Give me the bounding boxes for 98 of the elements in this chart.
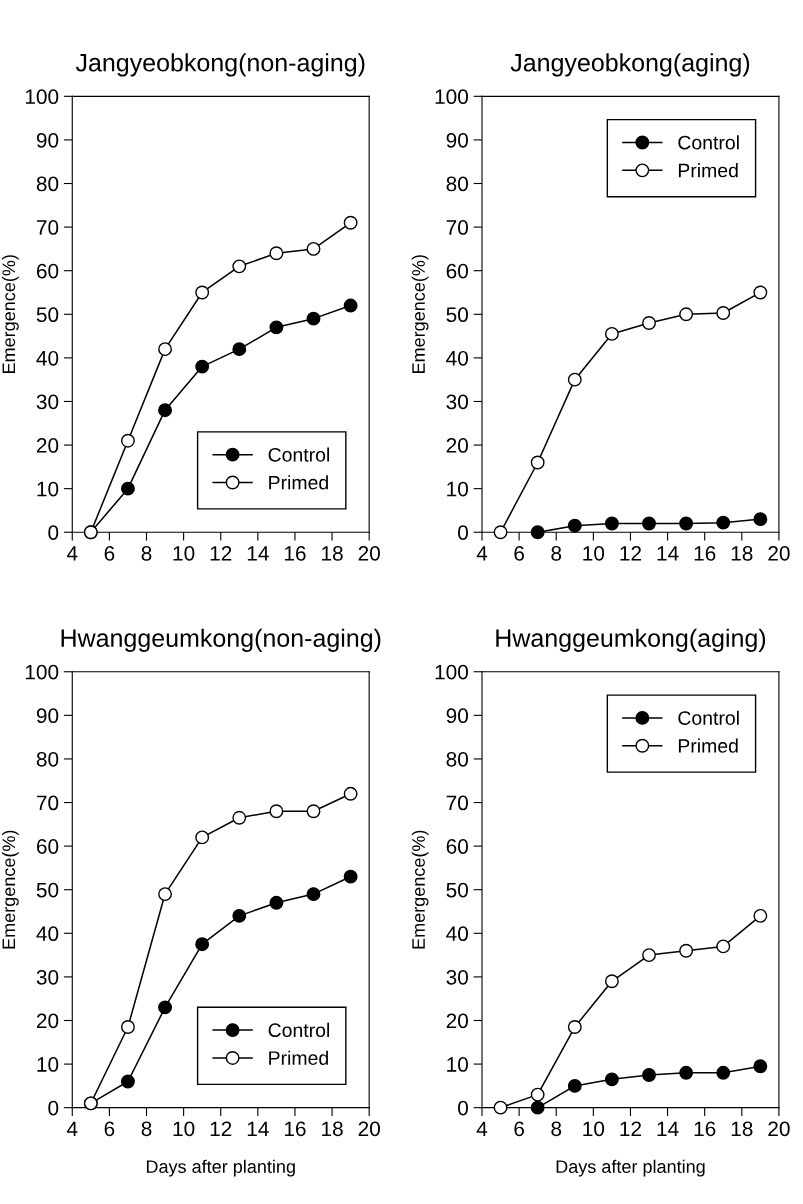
x-tick-label: 12	[210, 1121, 232, 1136]
legend-label: Control	[678, 135, 739, 150]
y-tick-label: 60	[36, 839, 59, 854]
x-tick-label: 6	[104, 1121, 115, 1137]
x-tick-label: 4	[66, 546, 78, 561]
y-tick-label: 80	[446, 751, 468, 767]
y-tick-label: 10	[37, 1057, 59, 1072]
y-tick-label: 20	[446, 1013, 468, 1029]
y-tick-label: 30	[446, 394, 468, 410]
y-tick-label: 60	[446, 839, 468, 854]
chart-title: Hwanggeumkong(non-aging)	[61, 628, 381, 652]
x-tick-label: 20	[358, 1121, 380, 1137]
x-tick-label: 14	[657, 546, 679, 561]
chart-title: Jangyeobkong(aging)	[510, 53, 750, 77]
y-tick-label: 0	[458, 525, 468, 540]
x-tick-label: 12	[620, 546, 641, 561]
x-tick-label: 4	[476, 546, 488, 561]
y-tick-label: 100	[25, 89, 59, 105]
y-tick-label: 20	[36, 1013, 59, 1029]
y-tick-label: 0	[458, 1100, 468, 1116]
y-tick-label: 10	[447, 481, 468, 497]
y-tick-label: 60	[36, 263, 59, 279]
legend-label: Control	[678, 710, 739, 725]
y-tick-label: 10	[447, 1057, 468, 1072]
x-tick-label: 16	[284, 546, 306, 561]
legend-label: Primed	[678, 163, 738, 178]
y-tick-label: 90	[446, 132, 468, 148]
x-tick-label: 20	[358, 546, 380, 561]
x-axis-title: Days after planting	[556, 1159, 705, 1177]
x-tick-label: 6	[514, 546, 524, 561]
y-tick-label: 40	[446, 350, 468, 366]
x-tick-label: 6	[104, 546, 115, 561]
x-tick-label: 4	[476, 1121, 488, 1136]
y-tick-label: 50	[446, 882, 468, 898]
y-tick-label: 40	[36, 926, 59, 942]
chart-title: Hwanggeumkong(aging)	[496, 628, 766, 652]
y-tick-label: 50	[36, 882, 59, 898]
legend-label: Control	[268, 1022, 329, 1038]
x-tick-label: 18	[731, 546, 753, 561]
x-tick-label: 8	[551, 1121, 562, 1137]
x-tick-label: 14	[247, 546, 269, 561]
y-tick-label: 70	[446, 220, 468, 235]
y-tick-label: 40	[36, 350, 59, 366]
x-tick-label: 10	[583, 1121, 605, 1137]
y-tick-label: 70	[36, 220, 59, 235]
y-tick-label: 20	[446, 438, 468, 453]
legend-label: Primed	[269, 475, 328, 490]
x-tick-label: 8	[141, 546, 152, 561]
x-axis-title: Days after planting	[146, 1159, 295, 1177]
y-tick-label: 70	[446, 795, 468, 811]
y-tick-label: 30	[36, 969, 59, 985]
y-tick-label: 50	[446, 307, 468, 323]
y-tick-label: 20	[36, 438, 59, 453]
y-axis-title: Emergence(%)	[411, 255, 429, 374]
y-tick-label: 0	[48, 1100, 59, 1116]
y-tick-label: 50	[36, 307, 59, 323]
x-tick-label: 18	[322, 1121, 343, 1137]
x-tick-label: 8	[141, 1121, 152, 1137]
legend-label: Control	[268, 447, 329, 462]
legend-label: Primed	[678, 738, 738, 753]
y-axis-title: Emergence(%)	[1, 830, 19, 949]
y-tick-label: 100	[435, 664, 468, 680]
y-tick-label: 80	[36, 751, 59, 767]
x-tick-label: 12	[620, 1121, 641, 1136]
y-tick-label: 10	[37, 481, 59, 497]
y-tick-label: 60	[446, 263, 468, 279]
x-tick-label: 10	[173, 546, 195, 561]
y-tick-label: 90	[36, 132, 59, 148]
y-axis-title: Emergence(%)	[1, 255, 19, 374]
x-tick-label: 6	[514, 1121, 524, 1137]
legend-label: Primed	[269, 1050, 328, 1065]
x-tick-label: 18	[731, 1121, 753, 1137]
y-tick-label: 70	[36, 795, 59, 811]
y-tick-label: 0	[48, 525, 59, 540]
x-tick-label: 16	[694, 1121, 716, 1137]
y-tick-label: 100	[435, 89, 468, 105]
x-tick-label: 18	[322, 546, 343, 561]
y-tick-label: 80	[446, 176, 468, 192]
x-tick-label: 14	[657, 1121, 679, 1136]
x-tick-label: 10	[583, 546, 605, 561]
x-tick-label: 10	[173, 1121, 195, 1137]
x-tick-label: 20	[768, 1121, 790, 1137]
x-tick-label: 4	[66, 1121, 78, 1136]
y-tick-label: 30	[36, 394, 59, 410]
y-tick-label: 80	[36, 176, 59, 192]
x-tick-label: 14	[247, 1121, 269, 1136]
y-tick-label: 100	[25, 664, 59, 680]
x-tick-label: 16	[284, 1121, 306, 1137]
x-tick-label: 16	[694, 546, 716, 561]
y-tick-label: 30	[446, 969, 468, 985]
y-tick-label: 90	[446, 708, 468, 724]
y-tick-label: 40	[446, 926, 468, 942]
y-axis-title: Emergence(%)	[411, 830, 429, 949]
x-tick-label: 20	[768, 546, 790, 561]
chart-title: Jangyeobkong(non-aging)	[75, 53, 365, 77]
x-tick-label: 12	[210, 546, 232, 561]
x-tick-label: 8	[551, 546, 562, 561]
y-tick-label: 90	[36, 708, 59, 724]
